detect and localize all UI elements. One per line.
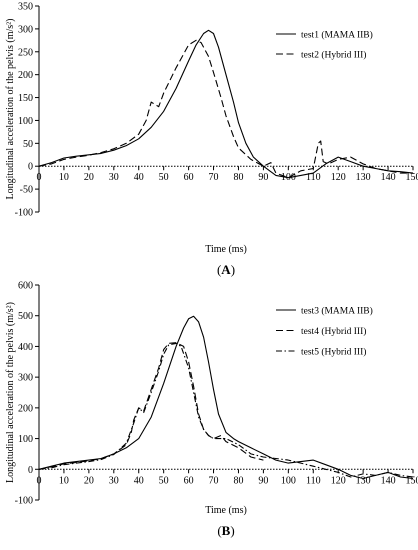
y-axis-title: Longitudinal acceleration of the pelvis … — [5, 19, 16, 200]
series-line-2 — [38, 342, 264, 470]
x-tick-label: 10 — [59, 172, 69, 183]
panel-label: (B) — [217, 523, 234, 538]
x-tick-label: 70 — [209, 172, 219, 183]
legend-label: test1 (MAMA IIB) — [301, 30, 373, 41]
y-tick-label: -100 — [15, 208, 33, 219]
panel-label: (A) — [217, 262, 235, 277]
x-tick-label: 150 — [406, 172, 418, 183]
x-tick-label: 120 — [331, 172, 346, 183]
x-tick-label: 70 — [209, 475, 219, 486]
y-tick-label: 200 — [18, 70, 33, 81]
x-tick-label: 90 — [258, 475, 268, 486]
x-tick-label: 100 — [281, 475, 296, 486]
x-tick-label: 130 — [356, 475, 371, 486]
chart-panel-A: -100 -50 0 50 100 150 200 250 300 350 0 10 20 30 40 50 6… — [5, 2, 418, 278]
series-line-1 — [38, 315, 414, 480]
x-tick-label: 80 — [233, 172, 243, 183]
x-tick-label: 90 — [258, 172, 268, 183]
x-axis-title: Time (ms) — [205, 505, 247, 516]
y-tick-label: 100 — [18, 116, 33, 127]
y-tick-label: 300 — [18, 373, 33, 384]
x-tick-label: 30 — [109, 475, 119, 486]
x-tick-label: 40 — [134, 475, 144, 486]
x-tick-label: 80 — [233, 475, 243, 486]
legend-label: test4 (Hybrid III) — [301, 326, 366, 337]
y-tick-label: 250 — [18, 47, 33, 58]
x-tick-label: 0 — [37, 475, 42, 486]
chart-panel-B: -100 0 100 200 300 400 500 600 0 10 20 30 40 50 60 70 80… — [5, 281, 418, 539]
x-tick-label: 140 — [381, 172, 396, 183]
x-tick-label: 60 — [184, 475, 194, 486]
x-tick-label: 30 — [109, 172, 119, 183]
x-tick-label: 20 — [84, 475, 94, 486]
x-tick-label: 140 — [381, 475, 396, 486]
x-tick-label: 0 — [37, 172, 42, 183]
x-tick-label: 130 — [356, 172, 371, 183]
y-tick-label: -50 — [20, 185, 33, 196]
x-axis-title: Time (ms) — [205, 244, 247, 255]
x-tick-label: 40 — [134, 172, 144, 183]
y-tick-label: 300 — [18, 24, 33, 35]
x-tick-label: 120 — [331, 475, 346, 486]
series-line-1 — [38, 29, 414, 179]
series-line-2 — [38, 39, 413, 179]
y-tick-label: 600 — [18, 281, 33, 292]
legend-label: test3 (MAMA IIB) — [301, 306, 373, 317]
x-tick-label: 50 — [159, 475, 169, 486]
x-tick-label: 110 — [306, 172, 321, 183]
y-tick-label: 200 — [18, 403, 33, 414]
x-tick-label: 150 — [406, 475, 418, 486]
y-axis-title: Longitudinal acceleration of the pelvis … — [5, 302, 16, 483]
y-tick-label: 500 — [18, 311, 33, 322]
x-tick-label: 10 — [59, 475, 69, 486]
x-tick-label: 60 — [184, 172, 194, 183]
y-tick-label: 150 — [18, 93, 33, 104]
y-tick-label: 0 — [28, 465, 33, 476]
y-tick-label: 0 — [28, 162, 33, 173]
y-tick-label: 400 — [18, 342, 33, 353]
x-tick-label: 50 — [159, 172, 169, 183]
y-tick-label: 100 — [18, 434, 33, 445]
legend-label: test2 (Hybrid III) — [301, 50, 366, 61]
y-tick-label: 350 — [18, 2, 33, 13]
y-tick-label: 50 — [23, 139, 33, 150]
x-tick-label: 110 — [306, 475, 321, 486]
x-tick-label: 20 — [84, 172, 94, 183]
series-line-3 — [38, 342, 414, 478]
legend-label: test5 (Hybrid III) — [301, 347, 366, 358]
y-tick-label: -100 — [15, 496, 33, 507]
